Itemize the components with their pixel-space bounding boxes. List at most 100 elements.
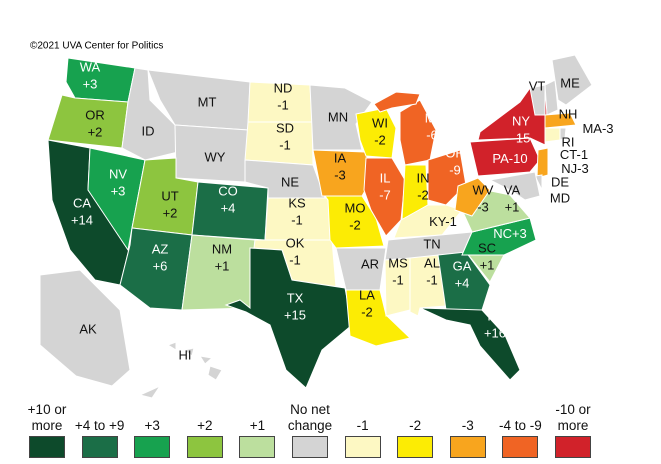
- state-change: -2: [349, 217, 361, 232]
- state-abbr: AL: [424, 255, 440, 270]
- state-abbr: AR: [361, 256, 379, 271]
- state-abbr: TN: [423, 236, 440, 251]
- state-abbr: MD: [550, 190, 570, 205]
- state-change: -1: [577, 147, 589, 162]
- state-change: -1: [277, 97, 289, 112]
- legend-label: -4 to -9: [499, 418, 542, 433]
- state: [65, 57, 136, 103]
- state-abbr: NC: [493, 226, 512, 241]
- legend-swatch: [344, 436, 381, 458]
- state-abbr: NJ: [561, 161, 577, 176]
- state-change: +1: [505, 199, 520, 214]
- state-abbr: SD: [276, 120, 294, 135]
- state: [427, 149, 467, 206]
- state-change: +1: [215, 258, 230, 273]
- state: [198, 355, 214, 365]
- state: [39, 269, 131, 387]
- state: [551, 54, 593, 106]
- state: [488, 171, 541, 201]
- state-change: -2: [417, 187, 429, 202]
- legend-label: +3: [144, 418, 160, 433]
- legend-swatch: [449, 436, 486, 458]
- state-abbr: ND: [274, 80, 293, 95]
- state-change: -1: [291, 212, 303, 227]
- legend-swatch: [292, 436, 328, 458]
- state-abbr: VT: [529, 78, 546, 93]
- state-abbr: KY: [429, 214, 447, 229]
- state-change: -1: [445, 214, 457, 229]
- state-abbr: KS: [288, 195, 306, 210]
- state-change: +14: [71, 212, 93, 227]
- state-abbr: IN: [417, 170, 430, 185]
- state-abbr: HI: [179, 347, 192, 362]
- state-abbr: CO: [218, 183, 238, 198]
- state: [544, 79, 559, 116]
- state-change: -1: [392, 272, 404, 287]
- legend-label: +2: [197, 418, 213, 433]
- state-change: -1: [289, 252, 301, 267]
- state-labels: WA +3 OR +2 CA +14 NV +3 ID MT WY UT +2 CO +4 AZ +6 NM +1 N…: [71, 59, 614, 362]
- state: [373, 91, 421, 113]
- state: [87, 147, 146, 252]
- state-abbr: ME: [560, 75, 580, 90]
- state-change: +3: [512, 226, 527, 241]
- state: [437, 251, 491, 311]
- state-change: -6: [426, 127, 438, 142]
- state-change: +4: [221, 200, 236, 215]
- state-change: +1: [480, 257, 495, 272]
- state-abbr: GA: [453, 258, 472, 273]
- state-abbr: OK: [286, 235, 305, 250]
- state-abbr: RI: [562, 134, 575, 149]
- state-abbr: MO: [345, 200, 366, 215]
- state: [544, 127, 561, 143]
- state-change: +3: [83, 76, 98, 91]
- state-abbr: MS: [388, 255, 408, 270]
- state: [182, 347, 195, 357]
- state: [536, 147, 549, 179]
- legend-swatch: [134, 436, 171, 458]
- state-abbr: NH: [559, 106, 578, 121]
- state-abbr: CA: [73, 195, 91, 210]
- state: [544, 112, 577, 129]
- state-abbr: NE: [281, 174, 299, 189]
- state-abbr: IL: [380, 170, 391, 185]
- state-abbr: DE: [551, 174, 569, 189]
- legend-label: No net change: [287, 402, 333, 433]
- state: [224, 247, 353, 389]
- state: [461, 217, 537, 256]
- state-abbr: TX: [287, 290, 304, 305]
- state: [559, 127, 567, 141]
- state-change: +6: [153, 258, 168, 273]
- legend-label: +10 or more: [27, 402, 67, 433]
- legend-swatch: [29, 436, 65, 458]
- legend-swatch: [502, 436, 539, 458]
- legend-label: -1: [356, 418, 369, 433]
- state-change: -1: [426, 272, 438, 287]
- state-change: +15: [284, 307, 306, 322]
- state-change: +3: [111, 183, 126, 198]
- state: [454, 177, 491, 217]
- state-abbr: ID: [142, 123, 155, 138]
- state-label: NC+3: [493, 226, 527, 241]
- state-change: +4: [455, 275, 470, 290]
- state-abbr: VA: [504, 182, 521, 197]
- state-change: -1: [279, 137, 291, 152]
- state: [363, 157, 406, 237]
- state: [166, 341, 177, 351]
- state-change: -3: [577, 161, 589, 176]
- legend-label: -10 or more: [555, 402, 591, 433]
- state-abbr: PA: [492, 151, 509, 166]
- legend-swatch: [186, 436, 223, 458]
- state: [419, 307, 521, 381]
- state-change: +16: [484, 325, 506, 340]
- legend-swatch: [239, 436, 276, 458]
- state-change: -2: [361, 304, 373, 319]
- legend-swatch: [555, 436, 591, 458]
- state: [138, 384, 162, 399]
- state-abbr: WA: [80, 59, 101, 74]
- state-change: -3: [477, 199, 489, 214]
- state: [345, 289, 412, 347]
- state-label: MA-3: [582, 121, 613, 136]
